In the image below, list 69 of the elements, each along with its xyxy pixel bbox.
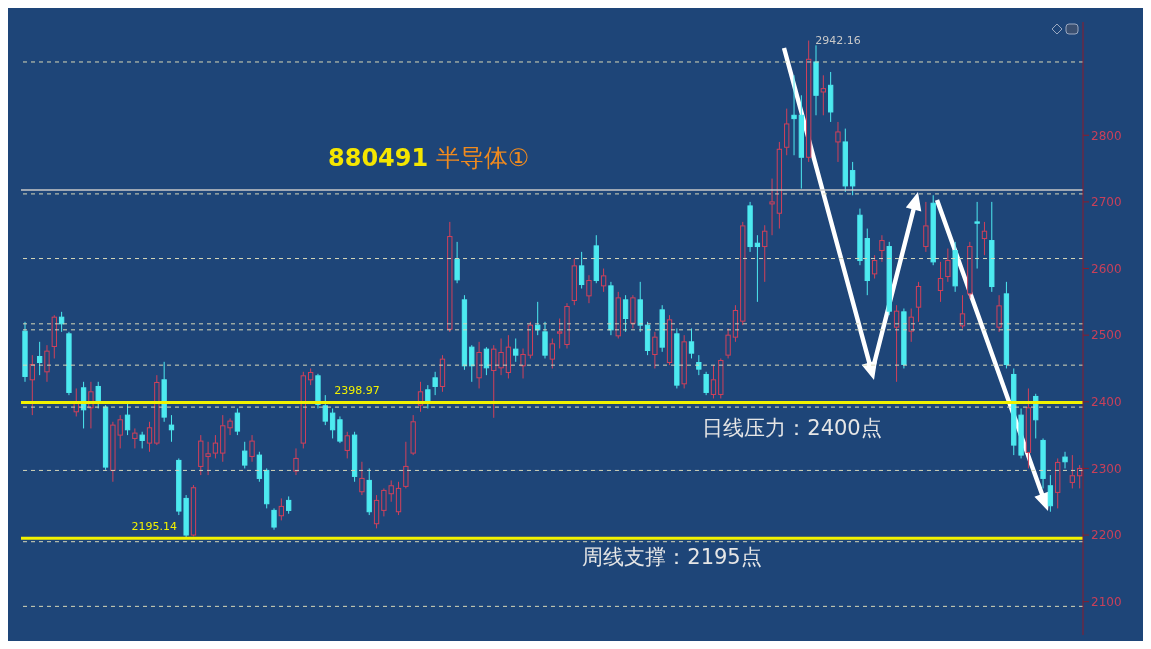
candlestick xyxy=(776,141,783,230)
candlestick xyxy=(44,344,50,383)
candlestick xyxy=(542,321,548,359)
y-tick-label: 2700 xyxy=(1091,195,1122,210)
candlestick xyxy=(1062,451,1068,469)
candlestick xyxy=(586,274,592,304)
candlestick xyxy=(835,121,841,163)
candlestick xyxy=(791,74,797,156)
candlestick xyxy=(359,461,365,496)
candlestick xyxy=(51,314,57,359)
candlestick xyxy=(476,341,482,389)
candlestick xyxy=(893,304,900,383)
candlestick xyxy=(923,201,929,253)
candlestick xyxy=(981,221,988,256)
y-tick-label: 2400 xyxy=(1091,395,1122,410)
annotation: 日线压力：2400点 xyxy=(702,414,882,442)
candlestick xyxy=(879,234,885,263)
candlestick xyxy=(652,331,658,369)
ref-line-label: 2398.97 xyxy=(334,384,380,398)
candlestick xyxy=(564,302,570,349)
candlestick xyxy=(996,294,1002,333)
candlestick xyxy=(945,248,951,283)
y-tick-label: 2300 xyxy=(1091,461,1122,476)
candlestick xyxy=(1025,387,1032,469)
candlestick xyxy=(454,241,460,284)
candlestick xyxy=(747,201,753,253)
candlestick xyxy=(798,94,805,190)
candlestick xyxy=(578,251,585,290)
candlestick xyxy=(132,427,138,449)
candlestick xyxy=(989,201,995,293)
candlestick xyxy=(762,224,768,283)
candlestick xyxy=(469,344,475,383)
candlestick xyxy=(725,328,731,359)
y-tick-label: 2500 xyxy=(1091,328,1122,343)
candlestick xyxy=(307,367,314,386)
candlestick xyxy=(608,281,614,336)
candlestick xyxy=(820,74,826,116)
candlestick xyxy=(828,71,834,123)
candlestick xyxy=(66,331,72,396)
y-tick-label: 2800 xyxy=(1091,128,1122,143)
candlestick xyxy=(1040,437,1046,489)
annotation: 2942.16 xyxy=(815,33,861,47)
ref-line-label: 2195.14 xyxy=(131,520,177,534)
candlestick xyxy=(937,261,944,303)
candlestick xyxy=(22,321,28,383)
candlestick xyxy=(366,467,372,516)
candlestick xyxy=(901,308,907,369)
candlestick xyxy=(403,441,409,489)
candlestick xyxy=(520,347,526,379)
y-tick-label: 2100 xyxy=(1091,594,1122,609)
candlestick xyxy=(630,294,636,329)
annotation: 周线支撑：2195点 xyxy=(582,544,762,572)
candlestick xyxy=(703,371,709,396)
candlestick xyxy=(249,434,255,463)
candlestick xyxy=(271,507,277,531)
y-tick-label: 2200 xyxy=(1091,528,1122,543)
candlestick xyxy=(168,414,175,443)
candlestick xyxy=(286,495,292,515)
y-tick-label: 2600 xyxy=(1091,261,1122,276)
candlestick xyxy=(813,44,819,116)
candlestick xyxy=(1047,474,1054,513)
candlestick xyxy=(293,447,299,476)
candlestick xyxy=(769,178,775,236)
candlestick xyxy=(974,201,980,270)
candlestick xyxy=(337,415,343,444)
candlestick xyxy=(754,234,761,303)
text: 880491 半导体① xyxy=(328,144,530,172)
candlestick xyxy=(959,294,966,329)
candlestick xyxy=(1055,457,1061,509)
